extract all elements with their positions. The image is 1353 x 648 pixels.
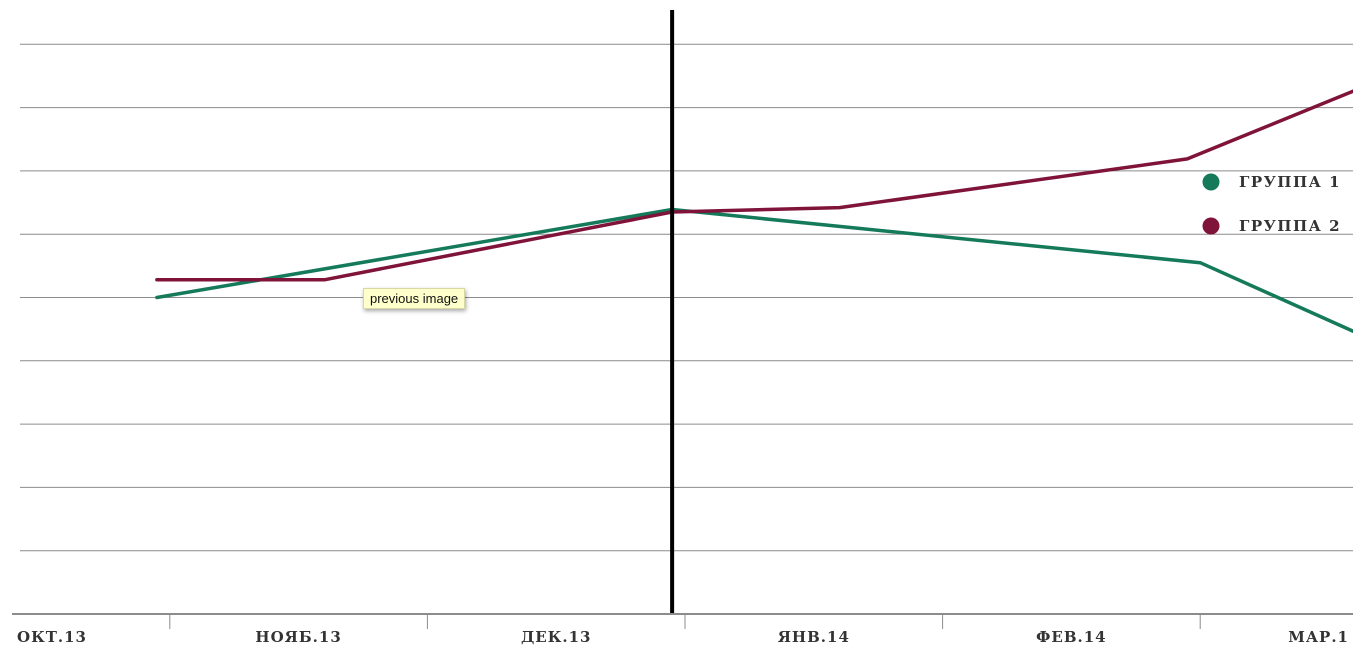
tooltip-previous-image: previous image bbox=[363, 288, 466, 309]
legend: ГРУППА 1 ГРУППА 2 bbox=[1202, 173, 1341, 235]
x-tick-label: НОЯБ.13 bbox=[255, 628, 341, 646]
legend-marker-1 bbox=[1202, 173, 1220, 191]
gridlines bbox=[20, 43, 1353, 552]
series-lines bbox=[155, 89, 1353, 334]
x-axis: ОКТ.13 НОЯБ.13 ДЕК.13 ЯНВ.14 ФЕВ.14 МАР.1 bbox=[12, 613, 1353, 646]
legend-marker-2 bbox=[1202, 217, 1220, 235]
x-tick-label: ФЕВ.14 bbox=[1036, 628, 1106, 646]
x-tick-label: ЯНВ.14 bbox=[778, 628, 850, 646]
x-tick-label: ДЕК.13 bbox=[521, 628, 592, 646]
legend-label-2: ГРУППА 2 bbox=[1239, 217, 1341, 235]
legend-label-1: ГРУППА 1 bbox=[1239, 173, 1341, 191]
x-tick-label: МАР.1 bbox=[1288, 628, 1349, 646]
series-line-1 bbox=[155, 207, 1353, 334]
x-tick-label: ОКТ.13 bbox=[17, 628, 87, 646]
series-line-2 bbox=[155, 89, 1353, 282]
